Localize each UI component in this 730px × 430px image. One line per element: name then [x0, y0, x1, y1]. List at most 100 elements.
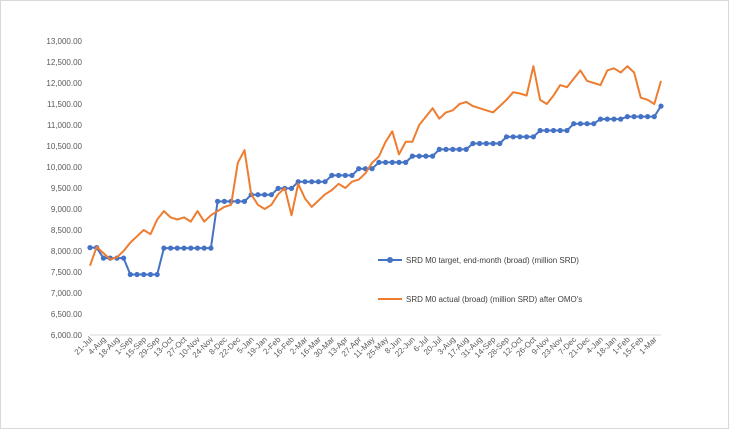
y-tick-label: 11,500.00 — [47, 100, 83, 109]
data-point-target — [403, 159, 409, 165]
legend-label-actual: SRD M0 actual (broad) (million SRD) afte… — [406, 295, 582, 304]
data-point-target — [309, 179, 315, 185]
data-point-target — [315, 179, 321, 185]
data-point-target — [147, 271, 154, 278]
data-point-target — [168, 245, 174, 251]
x-axis-labels: 21-Jul4-Aug18-Aug1-Sep15-Sep29-Sep13-Oct… — [73, 335, 659, 361]
data-point-target — [221, 198, 227, 204]
y-tick-label: 11,000.00 — [47, 121, 83, 130]
data-point-target — [376, 159, 382, 165]
y-tick-label: 10,500.00 — [46, 142, 82, 151]
data-point-target — [174, 245, 180, 251]
data-point-target — [161, 245, 167, 251]
y-tick-label: 12,500.00 — [46, 58, 82, 67]
data-point-target — [208, 245, 214, 251]
data-point-target — [188, 245, 194, 251]
data-point-target — [604, 116, 610, 122]
data-point-target — [288, 185, 295, 191]
data-point-target — [450, 146, 456, 152]
data-point-target — [215, 198, 221, 204]
data-point-target — [201, 245, 207, 251]
data-point-target — [524, 134, 530, 140]
data-point-target — [517, 134, 523, 140]
data-point-target — [483, 140, 489, 147]
data-point-target — [235, 198, 241, 204]
data-point-target — [121, 255, 127, 261]
data-point-target — [416, 153, 422, 159]
data-point-target — [510, 134, 516, 140]
y-tick-label: 12,000.00 — [46, 79, 82, 88]
y-tick-label: 7,000.00 — [51, 289, 83, 298]
series-layer — [87, 65, 664, 278]
data-point-target — [463, 146, 469, 152]
data-point-target — [262, 192, 268, 198]
y-tick-label: 7,500.00 — [51, 268, 83, 277]
data-point-target — [456, 146, 463, 152]
data-point-target — [470, 140, 476, 147]
data-point-target — [349, 172, 355, 178]
data-point-target — [430, 153, 436, 159]
data-point-target — [383, 159, 389, 165]
data-point-target — [577, 121, 584, 127]
data-point-target — [87, 245, 93, 251]
data-point-target — [571, 121, 577, 127]
data-point-target — [477, 140, 483, 147]
y-tick-label: 9,500.00 — [51, 184, 83, 193]
data-point-target — [651, 114, 657, 120]
data-point-target — [194, 245, 201, 251]
y-tick-label: 9,000.00 — [51, 205, 83, 214]
data-point-target — [537, 127, 543, 134]
data-point-target — [544, 127, 550, 134]
data-point-target — [564, 127, 570, 134]
data-point-target — [423, 153, 429, 159]
legend-label-target: SRD M0 target, end-month (broad) (millio… — [406, 256, 579, 265]
data-point-target — [329, 172, 335, 178]
data-point-target — [255, 192, 261, 198]
data-point-target — [396, 159, 402, 165]
data-point-target — [597, 116, 604, 122]
data-point-target — [141, 271, 147, 278]
data-point-target — [497, 140, 503, 147]
data-point-target — [490, 140, 496, 147]
data-point-target — [302, 179, 308, 185]
data-point-target — [658, 103, 664, 109]
data-point-target — [550, 127, 557, 134]
data-point-target — [295, 179, 301, 185]
data-point-target — [503, 134, 510, 140]
y-axis-labels: 13,000.00 12,500.00 12,000.00 11,500.00 11,0… — [46, 37, 82, 340]
data-point-target — [134, 271, 140, 278]
y-tick-label: 6,500.00 — [51, 310, 83, 319]
data-point-target — [443, 146, 449, 152]
data-point-target — [275, 185, 281, 191]
data-point-target — [154, 271, 160, 278]
data-point-target — [409, 153, 415, 159]
legend-marker-target — [387, 257, 393, 263]
y-tick-label: 8,500.00 — [51, 226, 83, 235]
data-point-target — [530, 134, 537, 140]
data-point-target — [557, 127, 563, 134]
y-tick-label: 13,000.00 — [46, 37, 82, 46]
data-point-target — [241, 198, 248, 204]
data-point-target — [389, 159, 395, 165]
data-point-target — [624, 114, 631, 120]
data-point-target — [645, 114, 651, 120]
legend-item-actual: SRD M0 actual (broad) (million SRD) afte… — [378, 295, 582, 304]
series-line-actual — [89, 65, 662, 267]
data-point-target — [342, 172, 348, 178]
data-point-target — [369, 166, 375, 172]
data-point-target — [268, 192, 274, 198]
legend: SRD M0 target, end-month (broad) (millio… — [378, 256, 582, 304]
data-point-target — [591, 121, 597, 127]
data-point-target — [336, 172, 342, 178]
data-point-target — [436, 146, 442, 152]
y-tick-label: 8,000.00 — [51, 247, 83, 256]
y-tick-label: 10,000.00 — [46, 163, 82, 172]
data-point-target — [638, 114, 644, 120]
data-point-target — [584, 121, 590, 127]
data-point-target — [618, 116, 624, 122]
data-point-target — [100, 255, 106, 261]
data-point-target — [322, 179, 328, 185]
data-point-target — [611, 116, 617, 122]
